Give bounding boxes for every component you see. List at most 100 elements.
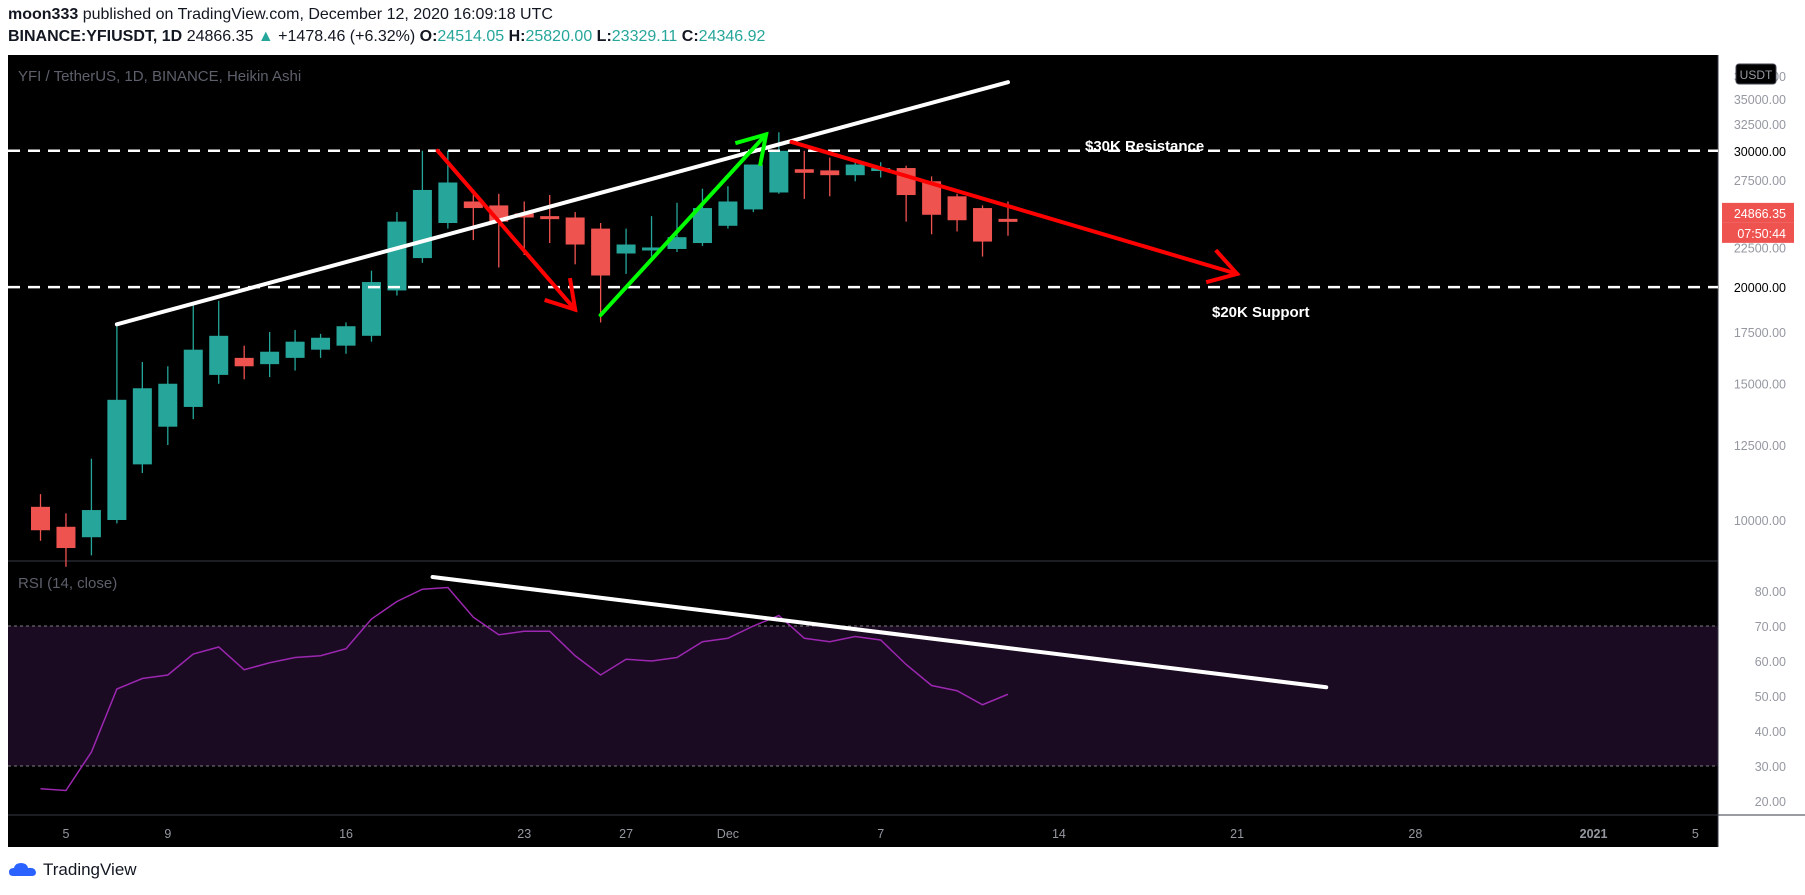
resistance-label: $30K Resistance xyxy=(1085,138,1204,155)
level-price-tag xyxy=(1722,277,1794,298)
candle-body xyxy=(743,164,763,210)
time-tick-label: 14 xyxy=(1052,827,1066,841)
publish-line: moon333 published on TradingView.com, De… xyxy=(8,6,553,24)
price-tick-label: 27500.00 xyxy=(1734,174,1786,188)
rsi-tick-label: 30.00 xyxy=(1755,760,1786,774)
time-tick-label: 7 xyxy=(877,827,884,841)
time-tick-label: 5 xyxy=(62,827,69,841)
rsi-axis[interactable]: 80.00 70.00 60.00 50.00 40.00 30.00 20.00 xyxy=(1755,585,1786,809)
candle-body xyxy=(81,510,101,538)
candle-body xyxy=(311,337,331,350)
last-price: 24866.35 xyxy=(186,28,254,45)
candle-body xyxy=(540,216,560,220)
candle-body xyxy=(692,208,712,244)
candle-body xyxy=(107,399,127,520)
cloud-icon xyxy=(9,863,36,876)
candle-body xyxy=(947,196,967,221)
open-label: O: xyxy=(419,28,438,45)
candle-body xyxy=(463,201,483,209)
time-tick-label: 2021 xyxy=(1580,827,1608,841)
chart-title: YFI / TetherUS, 1D, BINANCE, Heikin Ashi xyxy=(18,68,301,85)
price-axis[interactable]: 37500.0035000.0032500.0030000.0030000.00… xyxy=(1722,70,1794,528)
rsi-trend-line xyxy=(430,575,1329,690)
candle-body xyxy=(718,201,738,226)
candle-body xyxy=(922,181,942,215)
time-tick-label: 28 xyxy=(1408,827,1422,841)
rsi-band-fill xyxy=(8,626,1718,766)
rsi-title: RSI (14, close) xyxy=(18,575,117,592)
open-value: 24514.05 xyxy=(437,28,505,45)
arrow-line xyxy=(435,148,578,312)
candle-body xyxy=(667,237,687,249)
low-label: L: xyxy=(596,28,612,45)
time-tick-label: 23 xyxy=(517,827,531,841)
rsi-tick-label: 80.00 xyxy=(1755,585,1786,599)
author-name[interactable]: moon333 xyxy=(8,6,79,23)
rsi-tick-label: 50.00 xyxy=(1755,690,1786,704)
price-tick-label: 12500.00 xyxy=(1734,439,1786,453)
time-tick-label: 5 xyxy=(1692,827,1699,841)
arrow-line xyxy=(789,139,1240,276)
candle-body xyxy=(616,244,636,254)
candle-body xyxy=(31,506,50,531)
high-label: H: xyxy=(508,28,526,45)
candle-body xyxy=(769,150,789,193)
time-tick-label: 9 xyxy=(164,827,171,841)
candle-body xyxy=(794,169,814,173)
symbol-line: BINANCE:YFIUSDT, 1D 24866.35 ▲ +1478.46 … xyxy=(8,28,765,46)
time-tick-label: 21 xyxy=(1230,827,1244,841)
candle-body xyxy=(412,189,432,259)
up-triangle-icon: ▲ xyxy=(257,28,274,45)
published-text: published on TradingView.com, December 1… xyxy=(82,6,553,23)
candle-body xyxy=(260,351,280,365)
level-price-tag xyxy=(1722,140,1794,161)
rsi-tick-label: 60.00 xyxy=(1755,655,1786,669)
candle-body xyxy=(820,170,840,176)
drawings[interactable]: $30K Resistance $20K Support xyxy=(8,80,1718,327)
currency-badge[interactable] xyxy=(1735,63,1777,85)
candle-body xyxy=(285,341,305,358)
candle-body xyxy=(336,326,356,346)
price-tick-label: 10000.00 xyxy=(1734,514,1786,528)
price-tick-label: 35000.00 xyxy=(1734,93,1786,107)
candle-body xyxy=(387,221,407,291)
candle-body xyxy=(845,164,865,176)
candle-body xyxy=(209,335,229,375)
candle-body xyxy=(56,526,76,549)
close-value: 24346.92 xyxy=(698,28,766,45)
time-tick-label: 16 xyxy=(339,827,353,841)
rsi-tick-label: 70.00 xyxy=(1755,620,1786,634)
price-tick-label: 32500.00 xyxy=(1734,118,1786,132)
price-tick-label: 15000.00 xyxy=(1734,378,1786,392)
support-label: $20K Support xyxy=(1212,304,1310,321)
high-value: 25820.00 xyxy=(525,28,593,45)
time-tick-label: Dec xyxy=(717,827,739,841)
candles xyxy=(31,132,1018,567)
arrow-head xyxy=(1205,248,1241,285)
price-change: +1478.46 (+6.32%) xyxy=(278,28,416,45)
tradingview-logo[interactable]: TradingView xyxy=(8,860,137,880)
arrow-line xyxy=(598,132,769,318)
currency-label: USDT xyxy=(1740,68,1773,82)
candle-body xyxy=(361,282,381,336)
low-value: 23329.11 xyxy=(611,28,678,45)
candle-body xyxy=(158,383,178,427)
symbol-label: BINANCE:YFIUSDT, 1D xyxy=(8,28,183,45)
candle-body xyxy=(642,247,662,251)
rsi-layer xyxy=(40,575,1329,792)
arrow-head xyxy=(544,277,578,313)
price-tick-label: 22500.00 xyxy=(1734,241,1786,255)
time-tick-label: 27 xyxy=(619,827,633,841)
rsi-tick-label: 40.00 xyxy=(1755,725,1786,739)
arrow-head xyxy=(734,131,769,167)
last-price-label: 24866.35 xyxy=(1734,207,1786,221)
close-label: C: xyxy=(681,28,699,45)
last-price-tag xyxy=(1722,202,1794,223)
level-price-label: 30000.00 xyxy=(1734,145,1786,159)
trend-line xyxy=(114,80,1010,327)
time-axis[interactable]: 5 9 16 23 27 Dec 7 14 21 28 2021 5 xyxy=(62,827,1698,841)
candle-body xyxy=(998,218,1018,222)
tradingview-brand: TradingView xyxy=(43,860,137,879)
countdown-tag xyxy=(1722,222,1794,243)
